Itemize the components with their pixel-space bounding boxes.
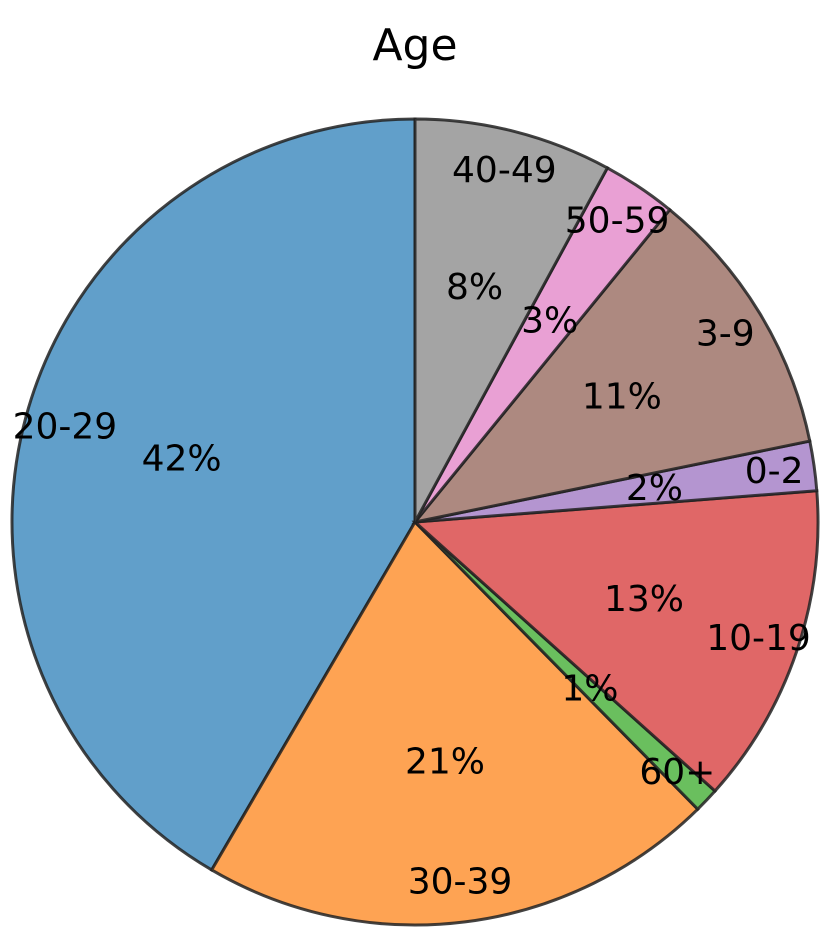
slice-label: 10-19 (706, 618, 811, 659)
slice-label: 50-59 (565, 200, 670, 241)
slice-percent-label: 1% (561, 668, 618, 709)
slice-percent-label: 2% (626, 468, 683, 509)
pie-slice-40-49 (413, 117, 610, 523)
pie-labels: 20-29 42% 30-39 21% 60+ 1% 10-19 13% 0-2 2% 3-9 11%… (13, 150, 811, 902)
slice-percent-label: 3% (521, 301, 578, 342)
slice-percent-label: 42% (142, 438, 222, 479)
pie-slice-3-9 (411, 207, 812, 525)
slice-percent-label: 13% (604, 579, 684, 620)
slice-label: 60+ (639, 752, 715, 793)
pie-slice-30-39 (209, 519, 700, 927)
pie-slice-20-29 (10, 117, 417, 873)
pie-slice-10-19 (411, 489, 820, 794)
pie-slices (10, 117, 820, 927)
slice-label: 3-9 (696, 314, 755, 355)
slice-label: 30-39 (408, 861, 513, 902)
slice-label: 0-2 (745, 451, 804, 492)
chart-title: Age (372, 20, 457, 71)
slice-percent-label: 21% (405, 741, 485, 782)
slice-label: 40-49 (452, 150, 557, 191)
slice-label: 20-29 (13, 407, 118, 448)
slice-percent-label: 11% (582, 376, 662, 417)
slice-percent-label: 8% (446, 267, 503, 308)
